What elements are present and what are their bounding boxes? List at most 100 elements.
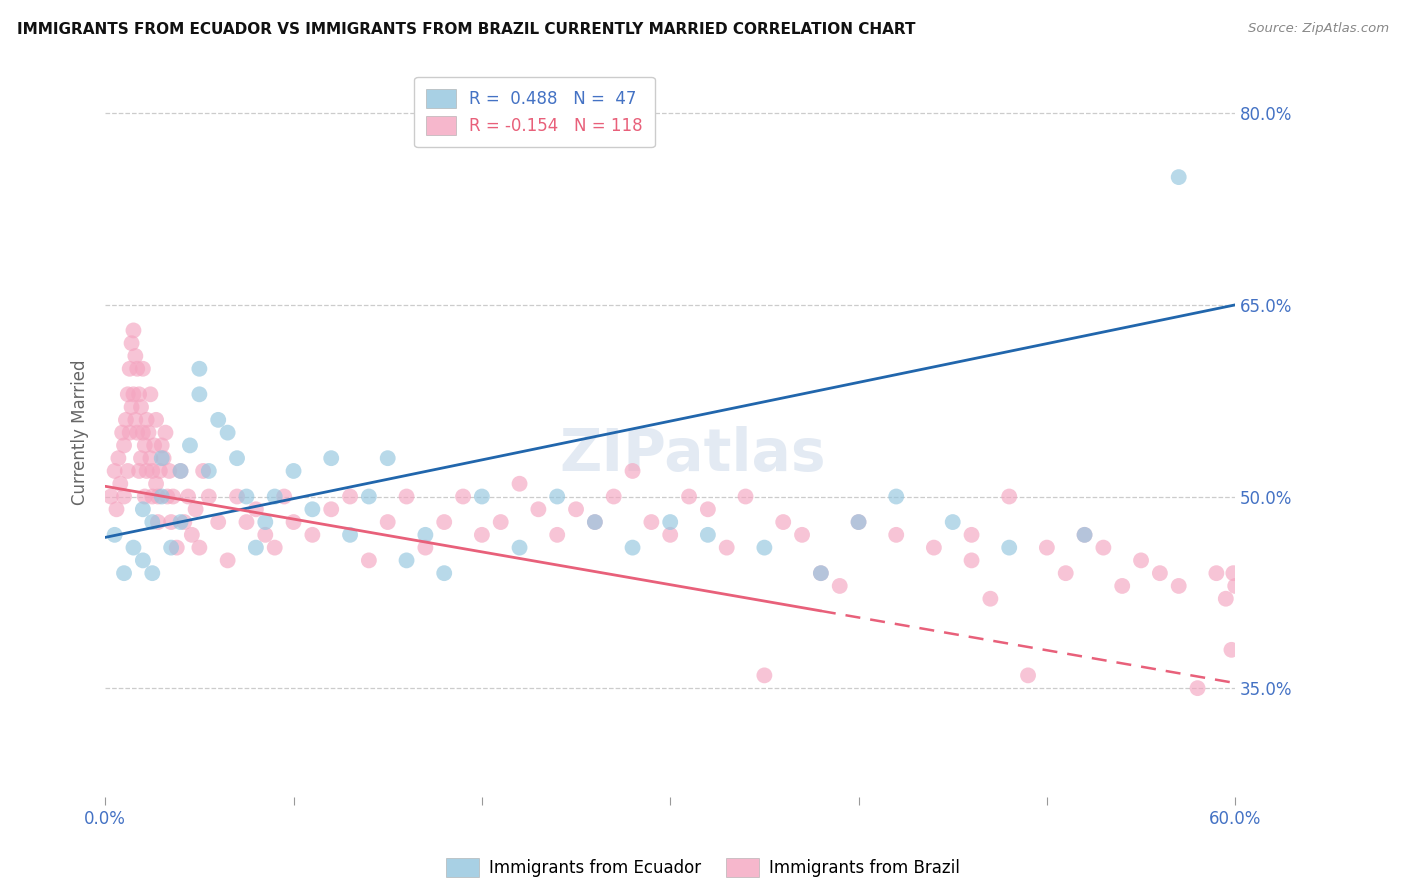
Point bbox=[960, 553, 983, 567]
Point bbox=[621, 541, 644, 555]
Point bbox=[160, 515, 183, 529]
Point bbox=[1092, 541, 1115, 555]
Point bbox=[377, 515, 399, 529]
Point bbox=[118, 425, 141, 440]
Point bbox=[122, 323, 145, 337]
Point bbox=[110, 476, 132, 491]
Point bbox=[169, 515, 191, 529]
Point bbox=[1111, 579, 1133, 593]
Point bbox=[357, 553, 380, 567]
Point bbox=[1222, 566, 1244, 581]
Text: ZIPatlas: ZIPatlas bbox=[560, 426, 827, 483]
Point bbox=[117, 464, 139, 478]
Point bbox=[254, 515, 277, 529]
Point bbox=[124, 349, 146, 363]
Point bbox=[1017, 668, 1039, 682]
Point bbox=[395, 553, 418, 567]
Point bbox=[117, 387, 139, 401]
Point bbox=[145, 476, 167, 491]
Point bbox=[217, 425, 239, 440]
Point bbox=[128, 387, 150, 401]
Point bbox=[602, 490, 624, 504]
Point bbox=[132, 553, 155, 567]
Point bbox=[235, 515, 257, 529]
Point bbox=[415, 541, 437, 555]
Point bbox=[127, 425, 149, 440]
Point bbox=[107, 451, 129, 466]
Point bbox=[848, 515, 870, 529]
Point bbox=[156, 490, 179, 504]
Point bbox=[1073, 528, 1095, 542]
Point bbox=[433, 515, 456, 529]
Point bbox=[155, 425, 177, 440]
Point bbox=[263, 490, 285, 504]
Point bbox=[100, 490, 122, 504]
Point bbox=[1215, 591, 1237, 606]
Point bbox=[884, 528, 907, 542]
Point bbox=[1130, 553, 1153, 567]
Point bbox=[979, 591, 1001, 606]
Point bbox=[621, 464, 644, 478]
Point bbox=[129, 400, 152, 414]
Point bbox=[134, 438, 156, 452]
Point bbox=[112, 438, 135, 452]
Point bbox=[169, 464, 191, 478]
Point bbox=[188, 541, 211, 555]
Point bbox=[1054, 566, 1077, 581]
Point bbox=[166, 541, 188, 555]
Point bbox=[157, 464, 180, 478]
Point bbox=[128, 464, 150, 478]
Point bbox=[198, 490, 221, 504]
Y-axis label: Currently Married: Currently Married bbox=[72, 359, 89, 506]
Point bbox=[121, 336, 143, 351]
Point bbox=[118, 361, 141, 376]
Point bbox=[1187, 681, 1209, 695]
Point bbox=[754, 668, 776, 682]
Point bbox=[134, 490, 156, 504]
Point bbox=[152, 451, 174, 466]
Point bbox=[143, 438, 166, 452]
Point bbox=[104, 528, 127, 542]
Point bbox=[105, 502, 128, 516]
Point bbox=[565, 502, 588, 516]
Point bbox=[129, 451, 152, 466]
Point bbox=[922, 541, 945, 555]
Point bbox=[696, 502, 718, 516]
Point bbox=[546, 528, 568, 542]
Point bbox=[173, 515, 195, 529]
Point bbox=[141, 566, 163, 581]
Point bbox=[659, 515, 682, 529]
Point bbox=[132, 361, 155, 376]
Point bbox=[226, 451, 249, 466]
Point bbox=[998, 490, 1021, 504]
Point bbox=[104, 464, 127, 478]
Point bbox=[177, 490, 200, 504]
Point bbox=[678, 490, 700, 504]
Point bbox=[122, 387, 145, 401]
Legend: Immigrants from Ecuador, Immigrants from Brazil: Immigrants from Ecuador, Immigrants from… bbox=[439, 851, 967, 884]
Point bbox=[696, 528, 718, 542]
Point bbox=[150, 490, 173, 504]
Legend: R =  0.488   N =  47, R = -0.154   N = 118: R = 0.488 N = 47, R = -0.154 N = 118 bbox=[415, 77, 655, 147]
Point bbox=[146, 515, 169, 529]
Point bbox=[146, 490, 169, 504]
Point bbox=[254, 528, 277, 542]
Point bbox=[273, 490, 295, 504]
Point bbox=[141, 464, 163, 478]
Point bbox=[162, 490, 184, 504]
Point bbox=[141, 515, 163, 529]
Point bbox=[1225, 579, 1247, 593]
Point bbox=[1167, 579, 1189, 593]
Point bbox=[283, 515, 305, 529]
Point bbox=[217, 553, 239, 567]
Point bbox=[451, 490, 474, 504]
Point bbox=[188, 387, 211, 401]
Point bbox=[942, 515, 965, 529]
Point bbox=[960, 528, 983, 542]
Point bbox=[145, 413, 167, 427]
Point bbox=[198, 464, 221, 478]
Point bbox=[395, 490, 418, 504]
Point bbox=[124, 413, 146, 427]
Point bbox=[433, 566, 456, 581]
Point bbox=[150, 451, 173, 466]
